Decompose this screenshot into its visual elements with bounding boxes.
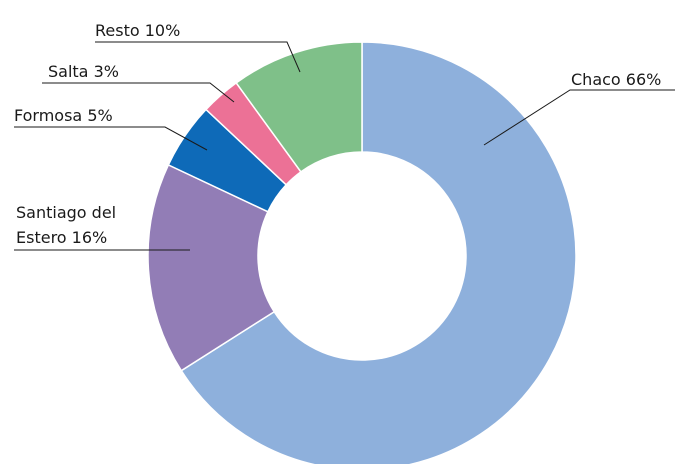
slice-resto <box>235 41 363 173</box>
donut-slices <box>147 41 577 464</box>
slice-labels: Chaco 66% Santiago del Estero 16% Formos… <box>14 21 661 247</box>
leader-salta <box>42 82 235 103</box>
slice-santiago-del-estero <box>147 163 276 372</box>
label-santiago-line2: Estero 16% <box>16 228 107 247</box>
leader-formosa <box>14 126 208 151</box>
label-leaders <box>14 41 675 251</box>
slice-chaco <box>180 41 577 464</box>
label-chaco: Chaco 66% <box>571 70 661 89</box>
label-salta: Salta 3% <box>48 62 119 81</box>
leader-resto <box>95 41 301 73</box>
label-santiago-line1: Santiago del <box>16 203 116 222</box>
leader-chaco <box>483 89 675 146</box>
label-resto: Resto 10% <box>95 21 180 40</box>
label-formosa: Formosa 5% <box>14 106 113 125</box>
